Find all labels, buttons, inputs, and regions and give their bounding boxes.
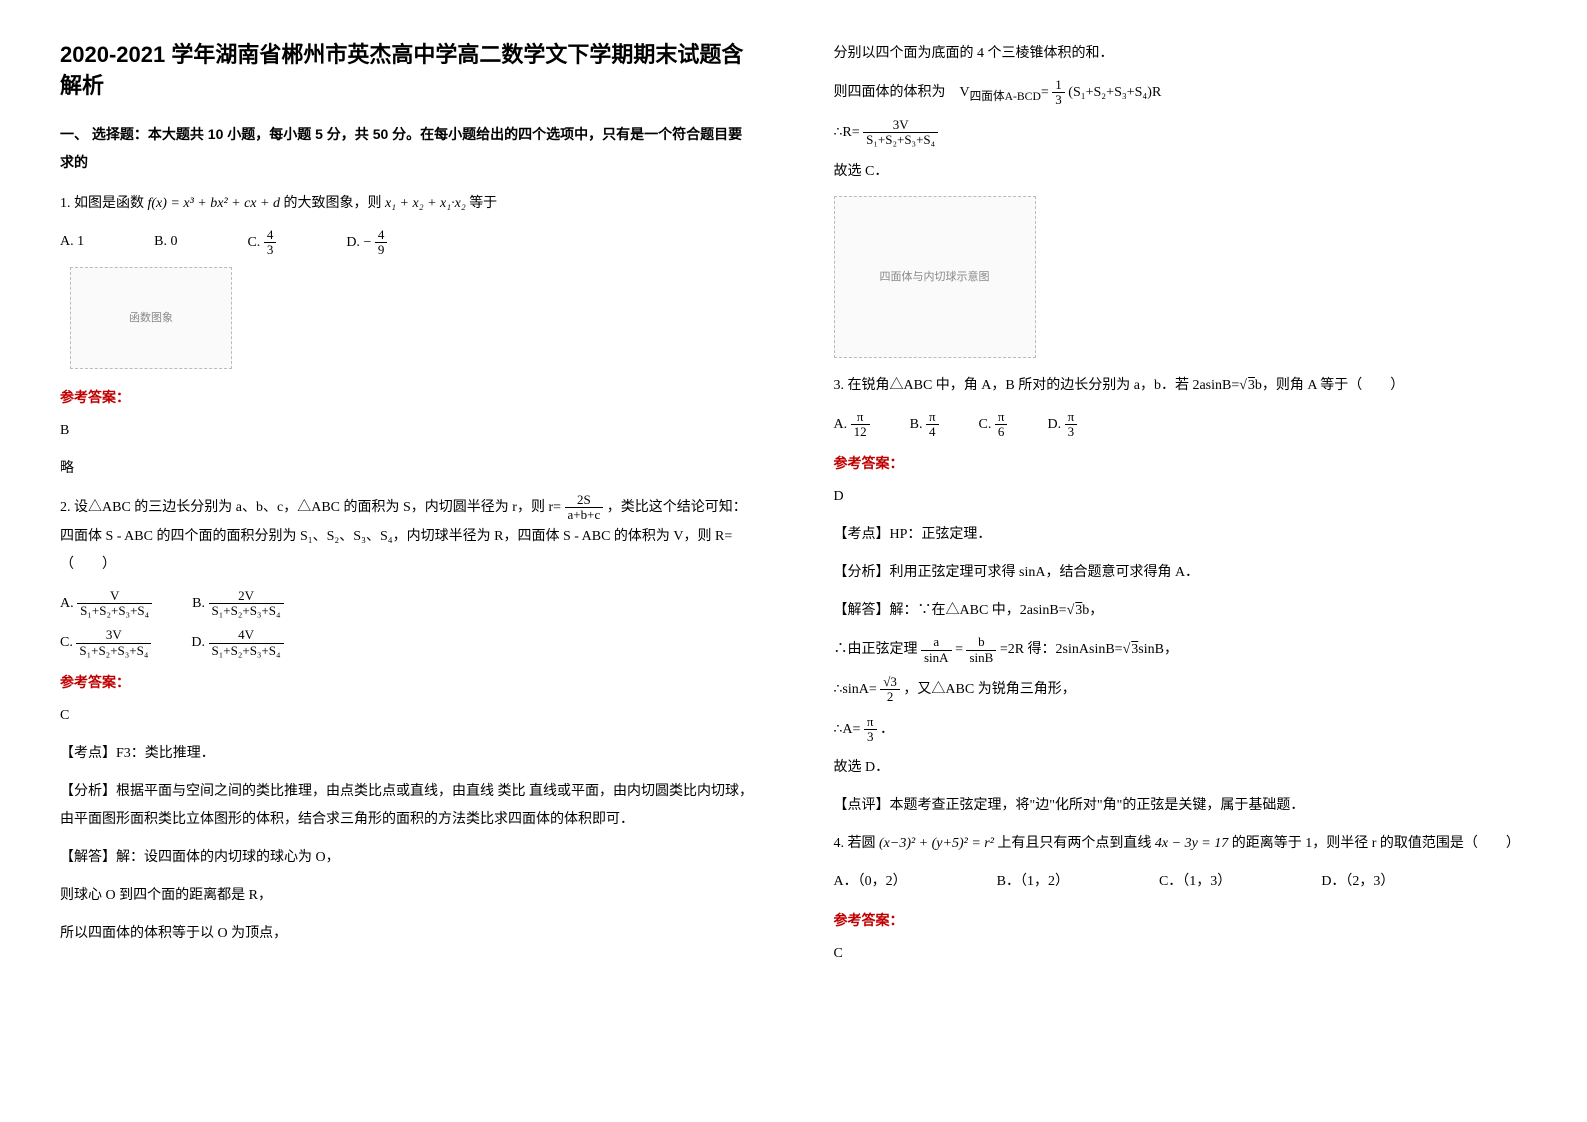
q1-answer: B xyxy=(60,417,754,445)
q4-optB: B．（1，2） xyxy=(997,868,1069,896)
q3-exp2: 【分析】利用正弦定理可求得 sinA，结合题意可求得角 A． xyxy=(834,559,1528,587)
q2-options-row2: C. 3VS₁+S₂+S₃+S₄ D. 4VS₁+S₂+S₃+S₄ xyxy=(60,628,754,658)
q2-exp1: 【考点】F3：类比推理． xyxy=(60,740,754,768)
q1-stem-a: 1. 如图是函数 xyxy=(60,196,144,211)
q1-stem: 1. 如图是函数 f(x) = x³ + bx² + cx + d 的大致图象，… xyxy=(60,190,754,218)
q3-stem: 3. 在锐角△ABC 中，角 A，B 所对的边长分别为 a，b．若 2asinB… xyxy=(834,372,1528,400)
q3-exp6: ∴A= π3 ． xyxy=(834,715,1528,745)
q1-options: A. 1 B. 0 C. 43 D. − 49 xyxy=(60,228,754,258)
q2-exp7: 则四面体的体积为 V四面体A-BCD= 13 (S₁+S₂+S₃+S₄)R xyxy=(834,78,1528,108)
q3-exp1: 【考点】HP：正弦定理． xyxy=(834,521,1528,549)
q4-stem: 4. 若圆 (x−3)² + (y+5)² = r² 上有且只有两个点到直线 4… xyxy=(834,830,1528,858)
q3-optC: C. π6 xyxy=(979,410,1008,440)
q3-answer: D xyxy=(834,483,1528,511)
q2-figure: 四面体与内切球示意图 xyxy=(834,196,1036,358)
q3-answer-label: 参考答案： xyxy=(834,449,1528,477)
q4-optD: D．（2，3） xyxy=(1321,868,1394,896)
section-1-head: 一、 选择题：本大题共 10 小题，每小题 5 分，共 50 分。在每小题给出的… xyxy=(60,120,754,176)
q2-options-row1: A. VS₁+S₂+S₃+S₄ B. 2VS₁+S₂+S₃+S₄ xyxy=(60,589,754,619)
q2-exp6: 分别以四个面为底面的 4 个三棱锥体积的和． xyxy=(834,40,1528,68)
q3-exp8: 【点评】本题考查正弦定理，将"边"化所对"角"的正弦是关键，属于基础题． xyxy=(834,792,1528,820)
q1-optB: B. 0 xyxy=(154,228,177,258)
q3-options: A. π12 B. π4 C. π6 D. π3 xyxy=(834,410,1528,440)
q4-answer-label: 参考答案： xyxy=(834,906,1528,934)
q1-stem-b: f(x) = x³ + bx² + cx + d xyxy=(148,196,280,211)
q2-stem: 2. 设△ABC 的三边长分别为 a、b、c，△ABC 的面积为 S，内切圆半径… xyxy=(60,493,754,579)
q2-exp3: 【解答】解：设四面体的内切球的球心为 O， xyxy=(60,844,754,872)
q1-figure: 函数图象 xyxy=(70,267,232,369)
q3-optD: D. π3 xyxy=(1047,410,1077,440)
q1-optD: D. − 49 xyxy=(346,228,387,258)
q2-optD: D. 4VS₁+S₂+S₃+S₄ xyxy=(191,628,283,658)
q1-answer-label: 参考答案： xyxy=(60,383,754,411)
q2-exp5: 所以四面体的体积等于以 O 为顶点， xyxy=(60,920,754,948)
q2-stem-a: 2. 设△ABC 的三边长分别为 a、b、c，△ABC 的面积为 S，内切圆半径… xyxy=(60,500,548,515)
q1-optA: A. 1 xyxy=(60,228,84,258)
q3-optA: A. π12 xyxy=(834,410,870,440)
right-column: 分别以四个面为底面的 4 个三棱锥体积的和． 则四面体的体积为 V四面体A-BC… xyxy=(834,40,1528,978)
q2-optC: C. 3VS₁+S₂+S₃+S₄ xyxy=(60,628,151,658)
q3-exp5: ∴sinA= √32 ，又△ABC 为锐角三角形， xyxy=(834,675,1528,705)
q1-optC: C. 43 xyxy=(247,228,276,258)
q1-stem-d: x₁ + x₂ + x₁·x₂ xyxy=(385,196,466,211)
q3-exp3: 【解答】解：∵在△ABC 中，2asinB=√3b， xyxy=(834,597,1528,625)
q2-optB: B. 2VS₁+S₂+S₃+S₄ xyxy=(192,589,283,619)
q2-exp2: 【分析】根据平面与空间之间的类比推理，由点类比点或直线，由直线 类比 直线或平面… xyxy=(60,778,754,834)
left-column: 2020-2021 学年湖南省郴州市英杰高中学高二数学文下学期期末试题含解析 一… xyxy=(60,40,754,978)
q4-options: A．（0，2） B．（1，2） C．（1，3） D．（2，3） xyxy=(834,868,1528,896)
q3-exp4: ∴由正弦定理 asinA = bsinB =2R 得：2sinAsinB=√3s… xyxy=(834,635,1528,665)
q1-stem-e: 等于 xyxy=(469,196,497,211)
q4-optC: C．（1，3） xyxy=(1159,868,1231,896)
q2-answer-label: 参考答案： xyxy=(60,668,754,696)
q1-answer-note: 略 xyxy=(60,455,754,483)
q3-exp7: 故选 D． xyxy=(834,754,1528,782)
doc-title: 2020-2021 学年湖南省郴州市英杰高中学高二数学文下学期期末试题含解析 xyxy=(60,40,754,102)
q2-exp9: 故选 C． xyxy=(834,158,1528,186)
q3-optB: B. π4 xyxy=(910,410,939,440)
q2-answer: C xyxy=(60,702,754,730)
q2-stem-b-prefix: r= xyxy=(548,500,561,515)
q4-answer: C xyxy=(834,940,1528,968)
q4-optA: A．（0，2） xyxy=(834,868,907,896)
q2-optA: A. VS₁+S₂+S₃+S₄ xyxy=(60,589,152,619)
q2-exp4: 则球心 O 到四个面的距离都是 R， xyxy=(60,882,754,910)
q2-exp8: ∴R= 3VS₁+S₂+S₃+S₄ xyxy=(834,118,1528,148)
q1-stem-c: 的大致图象，则 xyxy=(283,196,385,211)
